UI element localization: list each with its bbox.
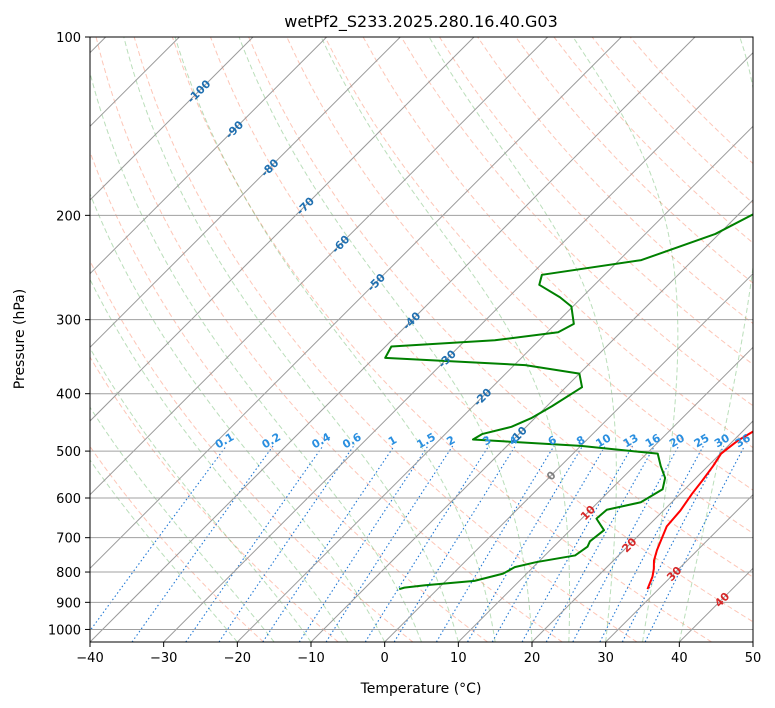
plot-frame (89, 36, 754, 643)
isotherm-line (90, 37, 696, 642)
y-axis-label: Pressure (hPa) (12, 289, 28, 389)
x-tick-label: 20 (524, 651, 541, 666)
moist-adiabat-line (572, 37, 679, 642)
mixing-ratio-line (393, 445, 516, 642)
temperature-profile-line (646, 430, 753, 590)
isotherm-line (163, 51, 753, 642)
moist-adiabat-line (90, 278, 349, 642)
y-tick-label: 200 (56, 209, 81, 224)
isotherm-line (90, 37, 475, 422)
mixing-ratio-line (521, 445, 633, 642)
mixing-ratio-line (298, 445, 429, 642)
isotherm-line (457, 346, 753, 642)
mixing-ratio-line (185, 445, 324, 642)
y-tick-label: 500 (56, 445, 81, 460)
isobar-gridlines (90, 37, 753, 630)
x-axis-label: Temperature (°C) (360, 681, 482, 697)
y-tick-label: 900 (56, 596, 81, 611)
moist-adiabat-line (428, 37, 617, 642)
y-tick-label: 300 (56, 314, 81, 329)
mixing-ratio-line (621, 445, 725, 642)
y-tick-label: 400 (56, 388, 81, 403)
isotherm-line (90, 37, 254, 201)
mixing-ratio-line (218, 445, 355, 642)
isotherm-line (531, 420, 753, 642)
dry-adiabat-line (133, 37, 638, 642)
x-tick-label: 0 (381, 651, 389, 666)
mixing-ratio-line (545, 445, 656, 642)
mixing-ratio-line (364, 445, 490, 642)
dry-adiabats (90, 37, 753, 642)
moist-adiabat-line (238, 37, 533, 642)
isotherm-line (90, 37, 328, 275)
y-tick-label: 800 (56, 566, 81, 581)
isotherm-line (90, 37, 549, 496)
x-axis: −40 −30 −20 −10 0 10 20 30 40 50 (76, 642, 761, 666)
isotherm-line (605, 493, 753, 642)
moist-adiabat-line (678, 37, 753, 642)
dry-adiabat-line (90, 356, 339, 642)
mixing-ratio-line (435, 445, 555, 642)
isotherm-lines (90, 37, 753, 642)
dry-adiabat-line (324, 37, 753, 491)
dry-adiabat-line (90, 150, 488, 642)
isotherm-line (236, 125, 753, 642)
mixing-ratio-line (325, 445, 454, 642)
moist-adiabat-line (123, 37, 459, 642)
x-tick-label: 10 (450, 651, 467, 666)
y-tick-label: 600 (56, 492, 81, 507)
mixing-ratio-line (131, 445, 274, 642)
isotherm-line (90, 37, 401, 349)
x-tick-label: 40 (671, 651, 688, 666)
sounding-profiles (384, 213, 753, 591)
dry-adiabat-line (400, 37, 753, 407)
isotherm-line (384, 272, 753, 642)
chart-title: wetPf2_S233.2025.280.16.40.G03 (284, 12, 558, 32)
moist-adiabats (90, 37, 753, 642)
dry-adiabat-line (210, 37, 753, 623)
x-tick-label: 30 (597, 651, 614, 666)
mixing-ratio-lines (90, 445, 746, 642)
x-tick-label: 50 (745, 651, 762, 666)
dry-adiabat-line (95, 37, 563, 642)
plot-area: -100-90-80-70-60-50-40-30-20-10010203040… (90, 37, 753, 642)
x-tick-label: −40 (76, 651, 103, 666)
x-tick-label: −20 (224, 651, 251, 666)
moist-adiabat-line (320, 37, 571, 642)
y-tick-label: 100 (56, 31, 81, 46)
moist-adiabat-line (90, 192, 386, 642)
dry-adiabat-line (439, 37, 753, 366)
x-tick-label: −30 (150, 651, 177, 666)
moist-adiabat-line (90, 459, 238, 642)
dry-adiabat-line (171, 37, 712, 642)
moist-adiabat-line (90, 406, 275, 642)
y-tick-label: 1000 (48, 623, 81, 638)
y-tick-label: 700 (56, 532, 81, 547)
dry-adiabat-line (248, 37, 753, 578)
dry-adiabat-line (515, 37, 753, 284)
mixing-ratio-line (644, 445, 746, 642)
y-axis: 100 200 300 400 500 600 700 800 900 1000 (48, 31, 90, 638)
mixing-ratio-line (262, 445, 395, 642)
x-tick-label: −10 (297, 651, 324, 666)
isotherm-line (310, 199, 753, 642)
mixing-ratio-line (467, 445, 584, 642)
dewpoint-profile-line (384, 213, 753, 591)
moist-adiabat-line (174, 37, 496, 642)
isotherm-line (90, 37, 622, 570)
dry-adiabat-line (90, 445, 264, 642)
